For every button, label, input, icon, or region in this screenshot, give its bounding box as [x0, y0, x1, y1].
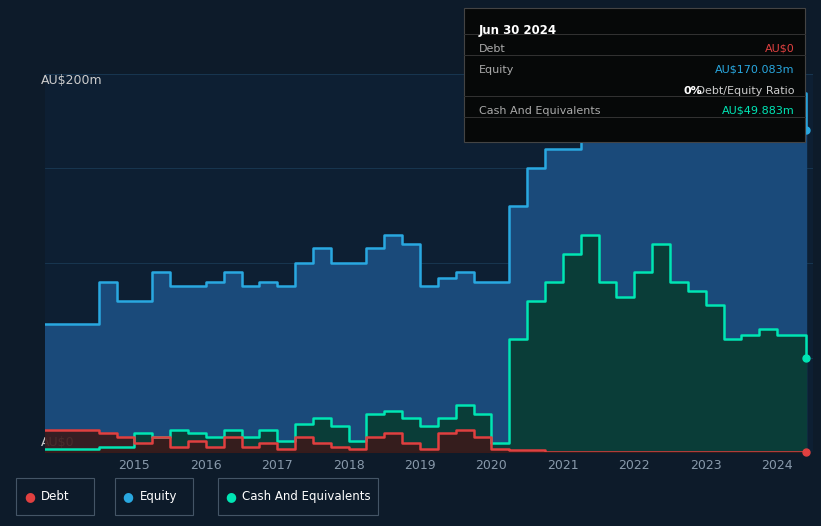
Text: Debt: Debt — [41, 490, 70, 503]
Text: Equity: Equity — [479, 65, 514, 75]
Text: Debt/Equity Ratio: Debt/Equity Ratio — [693, 86, 795, 96]
Text: AU$0: AU$0 — [41, 436, 75, 449]
Text: AU$200m: AU$200m — [41, 74, 103, 87]
Text: Debt: Debt — [479, 44, 506, 54]
Text: AU$0: AU$0 — [765, 44, 795, 54]
Text: Equity: Equity — [140, 490, 177, 503]
Text: AU$170.083m: AU$170.083m — [715, 65, 795, 75]
Text: ●: ● — [122, 490, 134, 503]
Text: AU$49.883m: AU$49.883m — [722, 106, 795, 116]
Text: Cash And Equivalents: Cash And Equivalents — [479, 106, 600, 116]
Text: ●: ● — [24, 490, 35, 503]
Text: ●: ● — [225, 490, 236, 503]
Text: 0%: 0% — [684, 86, 703, 96]
Text: Jun 30 2024: Jun 30 2024 — [479, 24, 557, 37]
Text: Cash And Equivalents: Cash And Equivalents — [242, 490, 371, 503]
